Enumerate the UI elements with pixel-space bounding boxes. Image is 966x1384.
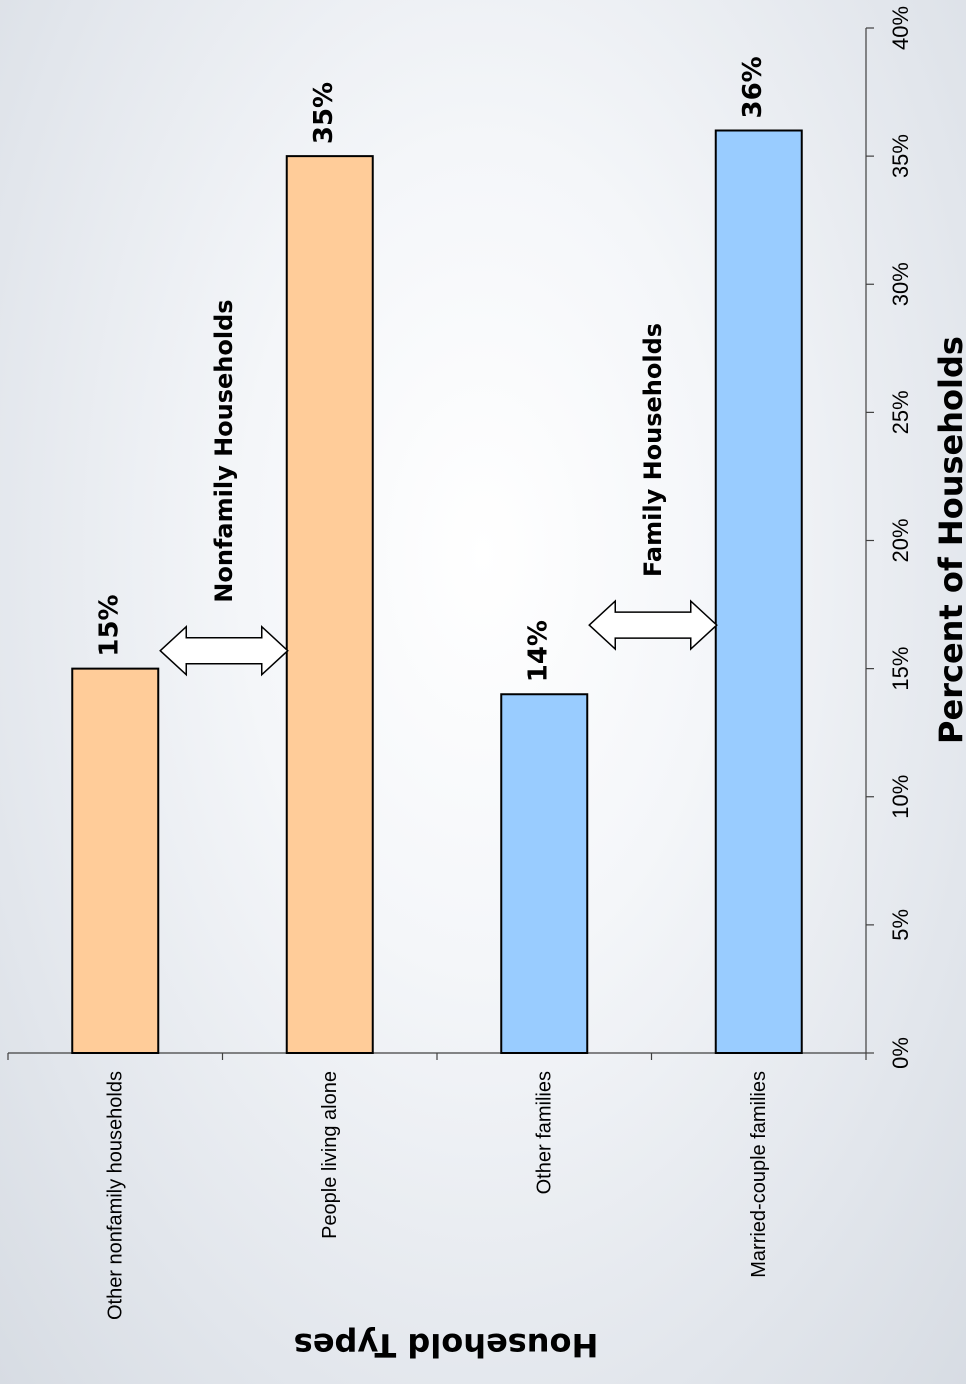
value-tick-label: 35% (888, 134, 913, 178)
bars (71, 129, 803, 1054)
value-axis-title: Percent of Households (932, 336, 966, 744)
annotations (159, 599, 718, 677)
data-label: 35% (309, 82, 339, 144)
category-label: Other families (533, 1071, 555, 1194)
data-label: 14% (523, 620, 553, 682)
value-tick-label: 30% (888, 262, 913, 306)
bar (500, 693, 589, 1054)
bar (285, 155, 374, 1054)
bar (714, 129, 803, 1054)
category-axis-title: Household Types (294, 1326, 599, 1364)
group-annotation-label: Family Households (639, 323, 667, 577)
labels: 0% 5% 10% 15% 20% 25% 30% 35% 40% 15% Other nonfam… (94, 6, 966, 1364)
double-arrow (588, 599, 718, 651)
value-tick-label: 10% (888, 775, 913, 819)
value-tick-label: 25% (888, 390, 913, 434)
value-tick-label: 20% (888, 518, 913, 562)
value-tick-label: 15% (888, 647, 913, 691)
category-label: Other nonfamily households (104, 1071, 126, 1320)
category-label: People living alone (319, 1071, 341, 1239)
data-label: 36% (738, 56, 768, 118)
double-arrow (159, 624, 289, 677)
value-tick-label: 40% (888, 6, 913, 50)
category-label: Married-couple families (748, 1071, 770, 1278)
value-tick-label: 0% (888, 1037, 913, 1069)
bar (71, 667, 160, 1054)
value-tick-label: 5% (888, 909, 913, 941)
data-label: 15% (94, 594, 124, 656)
group-annotation-label: Nonfamily Households (210, 299, 238, 602)
